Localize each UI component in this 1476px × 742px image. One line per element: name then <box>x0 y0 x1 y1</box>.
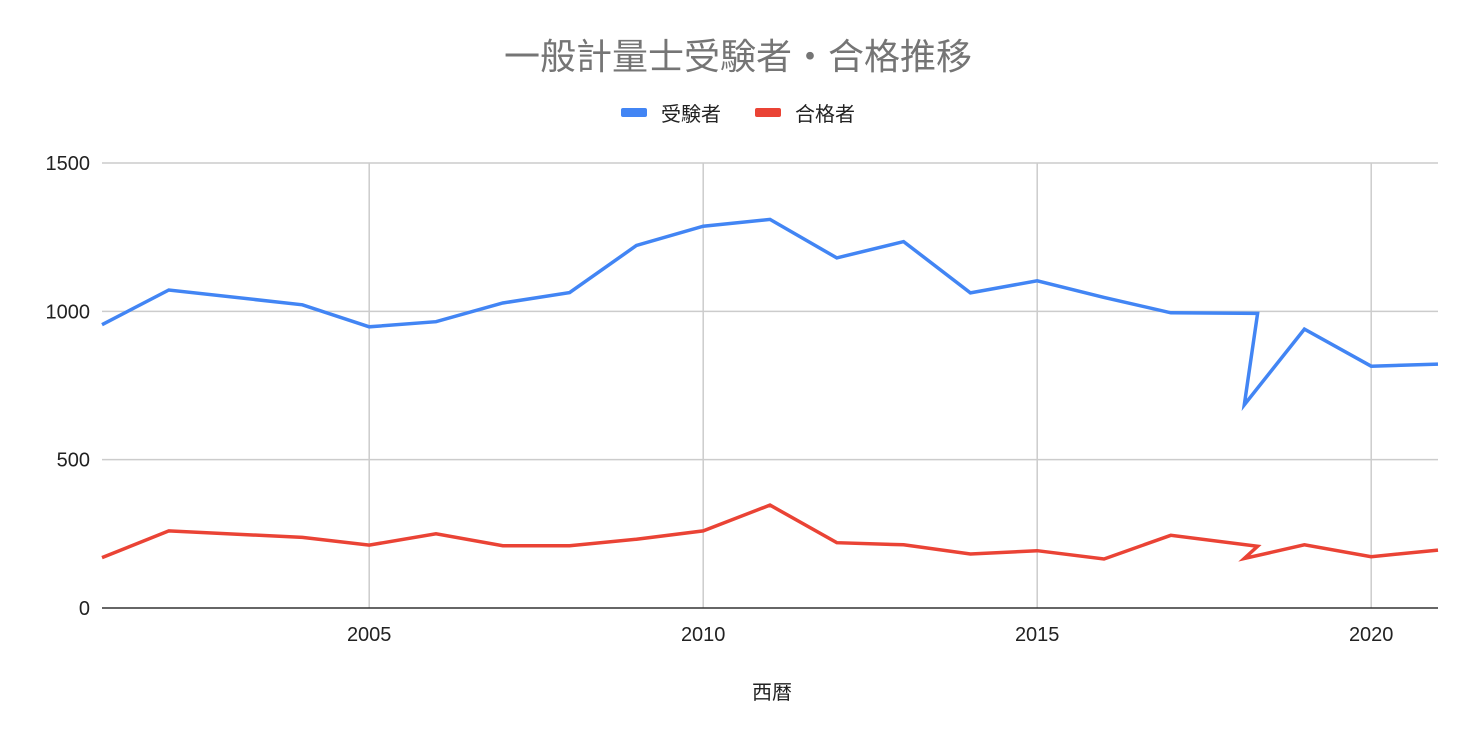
gridlines <box>102 162 1438 609</box>
legend: 受験者 合格者 <box>0 98 1476 127</box>
y-tick-label: 500 <box>57 450 90 472</box>
legend-label-applicants: 受験者 <box>661 102 721 126</box>
chart-title: 一般計量士受験者・合格推移 <box>503 37 972 78</box>
legend-swatch-passers <box>755 108 781 117</box>
series-line-passers[interactable] <box>101 503 1439 562</box>
x-axis-label: 西暦 <box>752 680 792 704</box>
x-tick-label: 2005 <box>347 624 392 646</box>
x-tick-label: 2015 <box>1015 624 1060 646</box>
y-tick-label: 1000 <box>46 301 91 323</box>
y-tick-label: 0 <box>79 598 90 620</box>
x-tick-label: 2010 <box>681 624 726 646</box>
x-tick-label: 2020 <box>1349 624 1394 646</box>
legend-item-passers[interactable]: 合格者 <box>755 98 855 127</box>
series-lines <box>101 217 1439 562</box>
series-line-applicants[interactable] <box>101 217 1439 411</box>
legend-label-passers: 合格者 <box>795 102 855 126</box>
y-tick-label: 1500 <box>46 153 91 175</box>
legend-item-applicants[interactable]: 受験者 <box>621 98 721 127</box>
legend-swatch-applicants <box>621 108 647 117</box>
tick-labels: 0 500 1000 1500 2005 2010 2015 2020 <box>46 153 1394 646</box>
